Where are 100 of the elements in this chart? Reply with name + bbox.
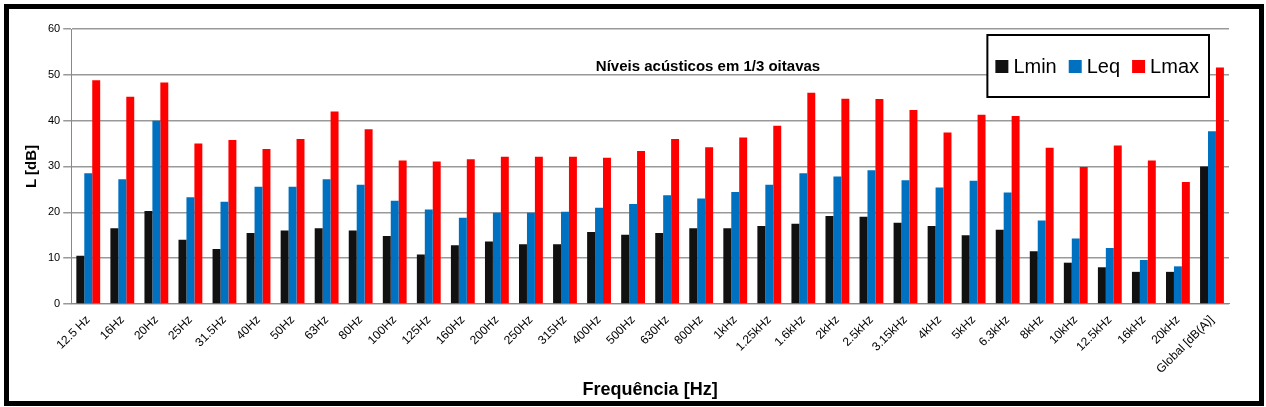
bar [186, 197, 195, 304]
bar [791, 223, 800, 304]
bar [288, 186, 297, 304]
bar [356, 184, 365, 304]
y-axis-title: L [dB] [22, 144, 40, 188]
bar [568, 156, 577, 304]
bar [1045, 147, 1054, 304]
bar [76, 255, 85, 304]
bar [961, 235, 970, 304]
bar [893, 222, 902, 304]
bar [92, 80, 101, 304]
bar [1079, 166, 1088, 304]
bar [841, 98, 850, 304]
bar [825, 215, 834, 304]
bar [629, 204, 638, 304]
bar [553, 244, 562, 304]
bar [110, 228, 119, 304]
bar [1131, 271, 1140, 304]
y-tick-label: 50 [47, 67, 61, 80]
bar [739, 137, 748, 304]
bar [160, 82, 169, 304]
bar [280, 230, 289, 304]
bar [663, 195, 672, 304]
legend-label: Lmax [1150, 54, 1199, 77]
bar [84, 173, 93, 304]
bar [450, 245, 459, 304]
bar [1208, 131, 1216, 304]
bar [500, 156, 509, 304]
bar [875, 99, 884, 304]
y-tick-label: 30 [47, 159, 61, 172]
bar [689, 228, 698, 304]
bar [228, 139, 237, 304]
bar [1113, 145, 1122, 304]
bar [867, 170, 876, 304]
legend-label: Lmin [1013, 54, 1057, 77]
y-tick-label: 0 [54, 296, 61, 309]
bar [390, 200, 399, 304]
bar [1173, 266, 1182, 304]
y-tick-label: 60 [47, 22, 61, 35]
bar [637, 150, 646, 304]
bar [382, 236, 391, 304]
bar [348, 230, 357, 304]
bar [246, 232, 255, 304]
bar [220, 201, 229, 304]
bar [1105, 248, 1114, 304]
bar [424, 209, 433, 304]
bar [1147, 160, 1156, 304]
bar [765, 184, 774, 304]
bar [152, 120, 161, 304]
bar [416, 254, 425, 304]
x-axis-title: Frequência [Hz] [582, 379, 718, 400]
bar [909, 110, 918, 304]
bar [1181, 182, 1190, 304]
bar [492, 212, 501, 304]
bar [731, 192, 740, 304]
bar [969, 180, 978, 304]
text: Níveis acústicos em 1/3 oitavas [595, 57, 821, 75]
bar [1166, 271, 1174, 304]
bar [723, 228, 732, 304]
y-tick-label: 10 [47, 251, 61, 264]
bar [1071, 238, 1080, 304]
bar [330, 111, 339, 304]
bar [671, 138, 680, 304]
bar [1139, 259, 1148, 304]
y-tick-label: 20 [47, 205, 61, 218]
bar [833, 176, 842, 304]
bar [603, 157, 611, 304]
y-tick-label: 40 [47, 113, 61, 126]
bar [1037, 220, 1046, 304]
bar [807, 92, 816, 304]
bar [118, 179, 127, 304]
bar [799, 173, 808, 304]
bar [178, 239, 187, 304]
bar [144, 210, 153, 304]
bar [773, 125, 782, 304]
bar [1011, 116, 1020, 304]
bar [314, 228, 323, 304]
bar [458, 217, 467, 304]
bar [935, 187, 944, 304]
bar [927, 226, 936, 304]
bar [262, 149, 271, 304]
legend-label: Leq [1086, 54, 1121, 77]
bar [398, 160, 407, 304]
bar [705, 147, 714, 304]
bar [561, 211, 569, 304]
bar [621, 234, 630, 304]
bar [466, 159, 475, 304]
bar [697, 198, 706, 304]
bar [322, 179, 331, 304]
bar [364, 129, 373, 304]
bar [194, 143, 203, 304]
bar [1029, 251, 1038, 304]
bar [995, 229, 1004, 304]
bar [519, 244, 527, 304]
bar [1003, 192, 1012, 304]
bar [1200, 166, 1208, 304]
bar [484, 241, 493, 304]
bar [1097, 267, 1106, 304]
bar [587, 231, 596, 304]
bar [1063, 262, 1072, 304]
